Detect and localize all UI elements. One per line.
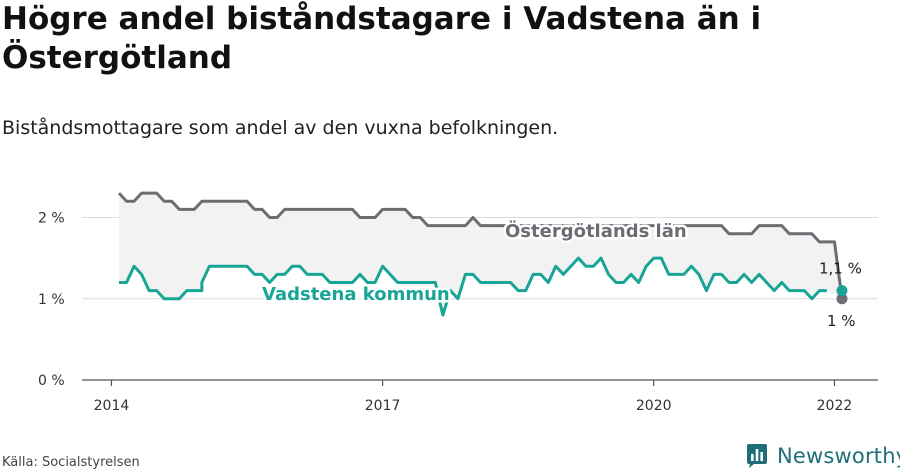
- end-marker-ostergotland: [836, 293, 848, 305]
- difference-band: [119, 193, 842, 315]
- x-tick-label: 2017: [365, 398, 401, 414]
- y-tick-label: 2 %: [38, 211, 65, 227]
- brand-logo: Newsworthy: [745, 442, 900, 470]
- series-label-ostergotland: Östergötlands län: [505, 220, 687, 242]
- end-marker-vadstena: [836, 285, 848, 297]
- y-tick-label: 1 %: [38, 292, 65, 308]
- y-tick-label: 0 %: [38, 373, 65, 389]
- end-value-label-ostergotland: 1 %: [827, 312, 856, 330]
- x-tick-label: 2014: [94, 398, 130, 414]
- x-tick-label: 2022: [817, 398, 853, 414]
- brand-name: Newsworthy: [777, 444, 900, 468]
- series-line-ostergotland: [117, 191, 844, 299]
- newsworthy-logo-icon: [747, 444, 767, 468]
- x-tick-label: 2020: [636, 398, 672, 414]
- chart-subtitle: Biståndsmottagare som andel av den vuxna…: [2, 117, 559, 139]
- series-line-vadstena: [119, 256, 827, 317]
- chart-title: Högre andel biståndstagare i Vadstena än…: [2, 1, 762, 76]
- series-label-vadstena: Vadstena kommun: [262, 284, 450, 305]
- source-note: Källa: Socialstyrelsen: [2, 455, 140, 470]
- end-value-label-vadstena: 1,1 %: [819, 260, 862, 278]
